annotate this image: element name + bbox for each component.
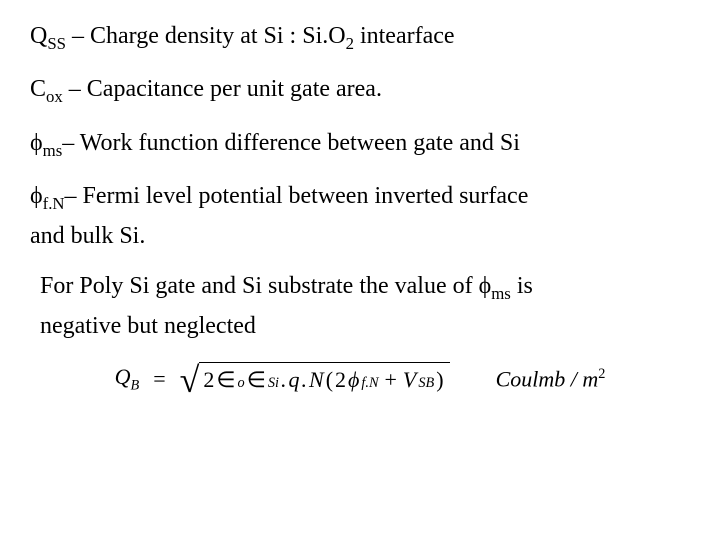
q: q	[289, 367, 300, 393]
rparen: )	[436, 367, 443, 393]
N: N	[309, 367, 324, 393]
def-qss-b: intearface	[354, 23, 455, 49]
eps1-sub: o	[238, 375, 245, 392]
def-qss-sub: 2	[346, 34, 354, 53]
note-l2: negative but neglected	[40, 310, 690, 342]
def-phifn-l1: ϕf.N– Fermi level potential between inve…	[30, 180, 690, 215]
note-b: is	[511, 273, 533, 299]
phi2: ϕ	[348, 367, 359, 393]
V-sub: SB	[418, 375, 434, 392]
def-phifn-b: and bulk Si.	[30, 223, 145, 249]
eps2: ∈	[247, 367, 266, 393]
note-a: For Poly Si gate and Si substrate the va…	[40, 273, 479, 299]
formula-block: QB = √ 2 ∈o ∈Si . q.N (2ϕf.N + VSB) Coul…	[30, 362, 690, 396]
dot2: .	[302, 367, 308, 393]
note-l1: For Poly Si gate and Si substrate the va…	[40, 270, 690, 305]
unit-text: Coulmb / m	[496, 366, 599, 391]
def-qss: QSS – Charge density at Si : Si.O2 intea…	[30, 20, 690, 55]
def-cox-a: – Capacitance per unit gate area.	[63, 76, 382, 102]
def-qss-a: – Charge density at Si : Si.O	[66, 23, 346, 49]
two2: 2	[335, 367, 346, 393]
def-phifn-a: – Fermi level potential between inverted…	[65, 183, 529, 209]
sym-phi-ms: ϕ	[30, 130, 43, 156]
lhs-sub: B	[130, 378, 139, 394]
sqrt-body: 2 ∈o ∈Si . q.N (2ϕf.N + VSB)	[199, 362, 449, 396]
lhs: QB	[115, 364, 140, 394]
eq: =	[153, 366, 165, 392]
formula: QB = √ 2 ∈o ∈Si . q.N (2ϕf.N + VSB) Coul…	[115, 362, 606, 396]
sym-phi-fn-sub: f.N	[43, 194, 65, 213]
phi2-sub: f.N	[361, 375, 378, 392]
two: 2	[203, 367, 214, 393]
def-cox: Cox – Capacitance per unit gate area.	[30, 73, 690, 108]
def-phims: ϕms– Work function difference between ga…	[30, 127, 690, 162]
sym-c: C	[30, 76, 46, 102]
eps1: ∈	[216, 367, 235, 393]
lhs-q: Q	[115, 364, 131, 389]
sym-phi-ms-sub: ms	[43, 141, 63, 160]
sym-c-sub: ox	[46, 87, 63, 106]
sym-q: Q	[30, 23, 47, 49]
note-phi-sub: ms	[491, 284, 511, 303]
dot: .	[281, 367, 287, 393]
sqrt: √ 2 ∈o ∈Si . q.N (2ϕf.N + VSB)	[180, 362, 450, 396]
def-phims-a: – Work function difference between gate …	[62, 130, 520, 156]
def-phifn-l2: and bulk Si.	[30, 220, 690, 252]
V: V	[403, 367, 416, 393]
sym-phi-fn: ϕ	[30, 183, 43, 209]
lparen: (	[326, 367, 333, 393]
sqrt-symbol: √	[180, 362, 200, 396]
note-c: negative but neglected	[40, 313, 256, 339]
eps2-sub: Si	[268, 375, 279, 392]
plus: +	[385, 367, 397, 393]
note-phi: ϕ	[479, 273, 492, 299]
unit-sup: 2	[598, 366, 605, 382]
sym-q-sub: SS	[47, 34, 66, 53]
unit: Coulmb / m2	[496, 366, 606, 392]
